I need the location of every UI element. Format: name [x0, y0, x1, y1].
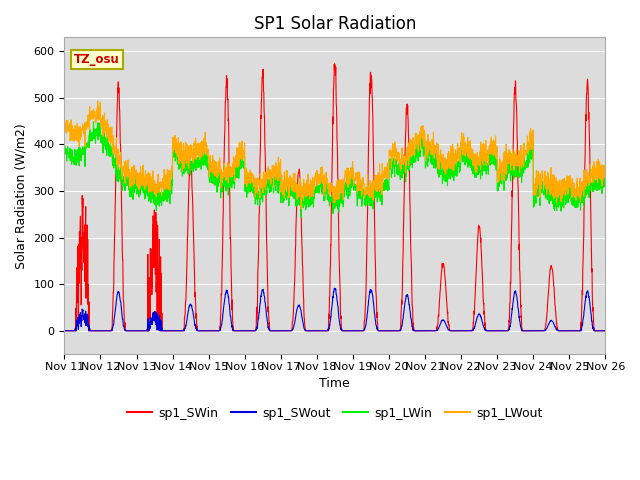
sp1_LWin [61, 145, 68, 151]
sp1_LWin [90, 119, 97, 124]
Y-axis label: Solar Radiation (W/m2): Solar Radiation (W/m2) [15, 123, 28, 269]
Title: SP1 Solar Radiation: SP1 Solar Radiation [253, 15, 416, 33]
sp1_SWout [492, 328, 500, 334]
sp1_SWout [362, 319, 370, 324]
sp1_LWout [363, 188, 371, 194]
sp1_LWin [569, 199, 577, 204]
sp1_LWin [602, 184, 609, 190]
sp1_LWout [493, 154, 500, 159]
sp1_LWout [61, 116, 68, 121]
sp1_SWin [61, 328, 68, 334]
Line: sp1_SWout: sp1_SWout [65, 288, 605, 331]
Line: sp1_LWout: sp1_LWout [65, 101, 605, 209]
sp1_LWin [212, 176, 220, 182]
sp1_SWout [351, 328, 358, 334]
sp1_SWin [331, 61, 339, 67]
sp1_SWout [554, 328, 561, 334]
sp1_LWout [602, 171, 609, 177]
X-axis label: Time: Time [319, 377, 350, 390]
sp1_SWout [602, 328, 609, 334]
sp1_SWout [61, 328, 68, 334]
Text: TZ_osu: TZ_osu [74, 53, 120, 66]
Legend: sp1_SWin, sp1_SWout, sp1_LWin, sp1_LWout: sp1_SWin, sp1_SWout, sp1_LWin, sp1_LWout [122, 402, 547, 424]
sp1_SWin [362, 271, 370, 277]
sp1_LWout [554, 185, 562, 191]
sp1_LWout [298, 206, 305, 212]
sp1_SWout [331, 285, 339, 291]
sp1_LWout [569, 186, 577, 192]
sp1_SWin [569, 328, 577, 334]
sp1_LWout [94, 98, 102, 104]
sp1_SWin [211, 328, 219, 334]
sp1_SWin [492, 328, 500, 334]
sp1_SWout [569, 328, 577, 334]
sp1_LWin [298, 215, 305, 220]
sp1_SWin [554, 326, 561, 332]
sp1_LWin [351, 183, 358, 189]
sp1_LWout [351, 175, 358, 180]
sp1_LWin [554, 196, 562, 202]
sp1_SWout [211, 328, 219, 334]
sp1_SWin [351, 328, 358, 334]
sp1_SWin [602, 328, 609, 334]
sp1_LWout [212, 167, 220, 173]
sp1_LWin [493, 167, 500, 173]
sp1_LWin [363, 198, 371, 204]
Line: sp1_LWin: sp1_LWin [65, 121, 605, 217]
Line: sp1_SWin: sp1_SWin [65, 64, 605, 331]
